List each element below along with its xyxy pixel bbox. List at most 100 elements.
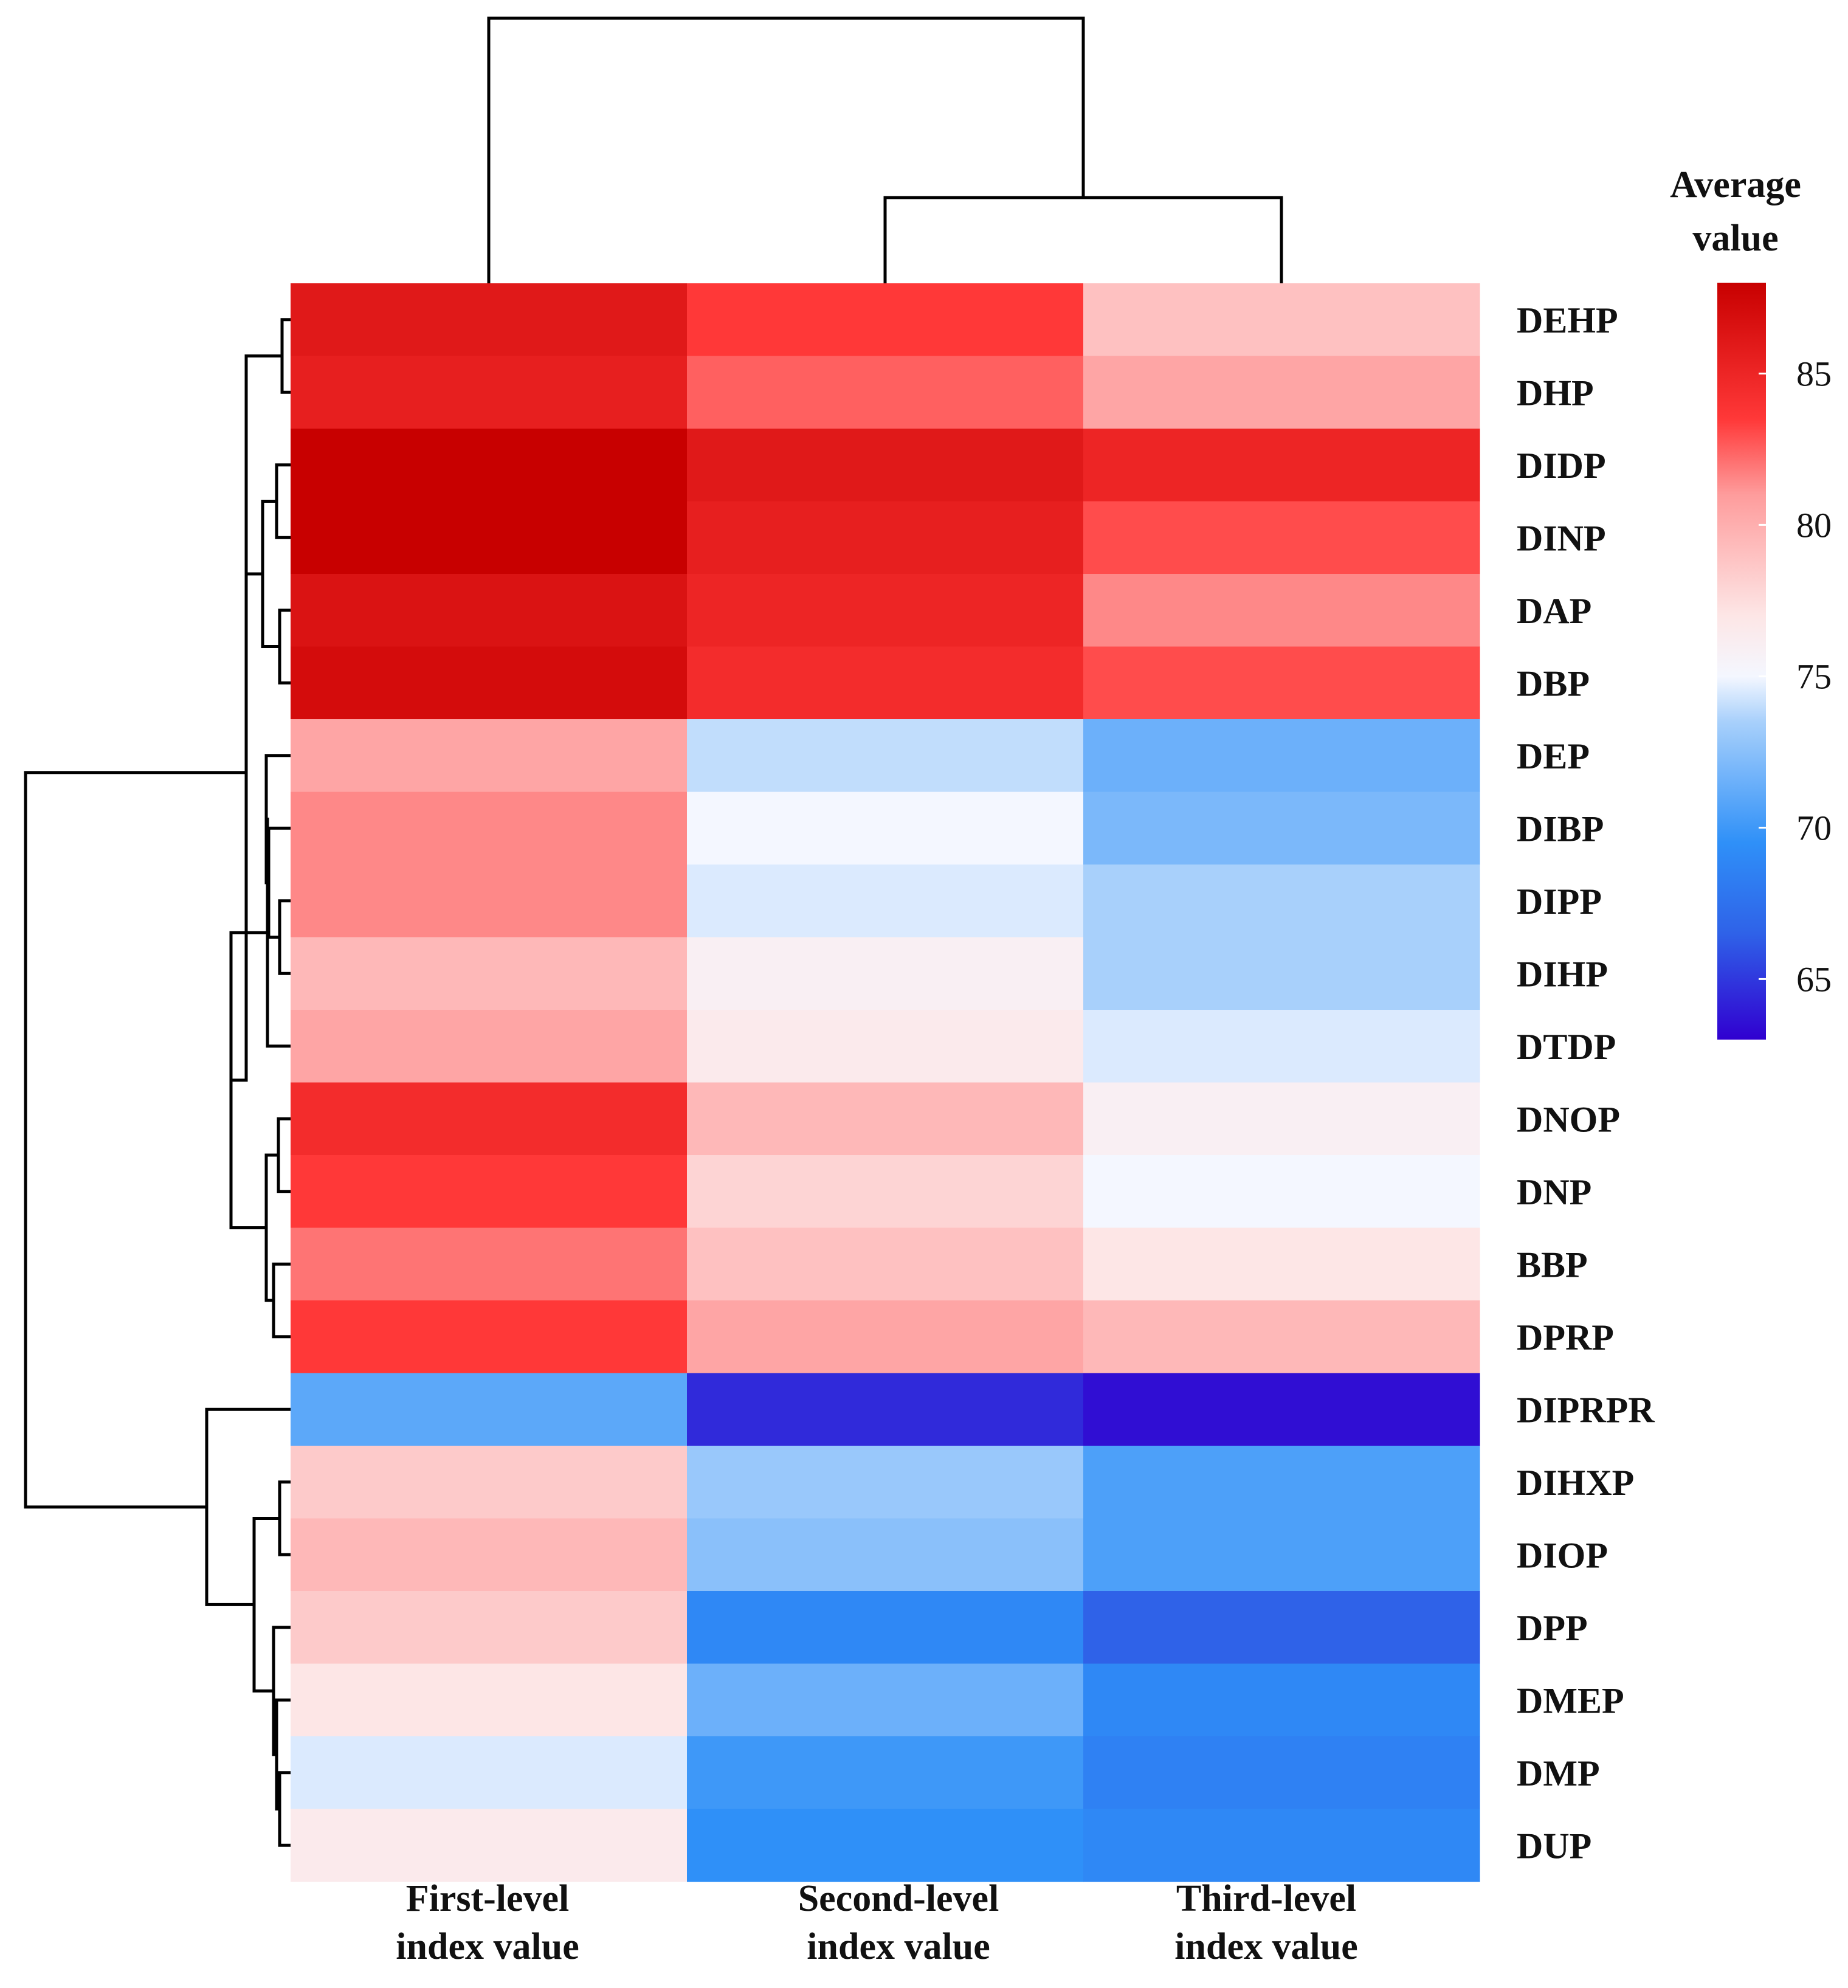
row-label: DNP (1517, 1172, 1591, 1212)
heatmap-cell (687, 1227, 1084, 1301)
row-label: DBP (1517, 663, 1590, 703)
heatmap-cell (291, 1663, 688, 1737)
column-label-line2: index value (807, 1926, 990, 1967)
heatmap-cell (291, 1736, 688, 1810)
row-dendrogram (24, 318, 291, 1847)
legend-tick-label: 65 (1796, 959, 1832, 999)
row-label: DAP (1517, 591, 1591, 631)
heatmap-cell (687, 283, 1084, 357)
heatmap-cell (687, 1373, 1084, 1446)
row-label: DUP (1517, 1826, 1591, 1866)
column-dendrogram (487, 16, 1283, 283)
heatmap-cell (291, 501, 688, 575)
heatmap-cell (291, 1300, 688, 1374)
dendrogram-link (205, 1407, 291, 1606)
dendrogram-link (278, 899, 291, 975)
dendrogram-link (278, 1480, 291, 1556)
row-label: DTDP (1517, 1027, 1616, 1067)
row-label: DEHP (1517, 300, 1618, 340)
row-label: DEP (1517, 736, 1590, 776)
heatmap-cell (1083, 574, 1480, 647)
heatmap-cell (1083, 1373, 1480, 1446)
heatmap-cell (687, 646, 1084, 720)
heatmap-cell (1083, 1082, 1480, 1156)
heatmap-cell (1083, 719, 1480, 793)
heatmap-cell (687, 501, 1084, 575)
row-label: DPP (1517, 1608, 1588, 1648)
heatmap-cell (687, 574, 1084, 647)
legend-title-line1: Average (1670, 164, 1801, 205)
heatmap-cell (687, 1809, 1084, 1882)
heatmap-cell (1083, 1736, 1480, 1810)
heatmap-cell (1083, 1809, 1480, 1882)
heatmap-cell (291, 1082, 688, 1156)
heatmap-cell (291, 792, 688, 865)
heatmap-cell (687, 937, 1084, 1010)
heatmap-cell (291, 865, 688, 938)
heatmap-cell (291, 1227, 688, 1301)
heatmap-cell (1083, 1227, 1480, 1301)
legend-tick-label: 80 (1796, 505, 1832, 545)
heatmap-cell (687, 1446, 1084, 1519)
heatmap-cell (687, 1082, 1084, 1156)
row-label: BBP (1517, 1244, 1588, 1285)
row-label: DIDP (1517, 446, 1606, 486)
heatmap-cell (1083, 865, 1480, 938)
heatmap-cell (687, 1155, 1084, 1229)
heatmap-cell (291, 1446, 688, 1519)
heatmap-cell (1083, 1010, 1480, 1083)
heatmap-cell (291, 1591, 688, 1665)
row-label: DIHP (1517, 954, 1608, 994)
heatmap-cell (1083, 283, 1480, 357)
heatmap-cell (1083, 501, 1480, 575)
legend-tick-label: 85 (1796, 354, 1832, 393)
heatmap-cell (1083, 1518, 1480, 1592)
heatmap-cell (687, 1736, 1084, 1810)
row-label: DMEP (1517, 1680, 1624, 1721)
heatmap-cell (1083, 1663, 1480, 1737)
heatmap-cell (1083, 1446, 1480, 1519)
dendrogram-link (278, 609, 291, 685)
row-labels: DEHP DHP DIDP DINP DAP DBP DEP DIBP DIPP DIHP DTDP… (1517, 300, 1655, 1866)
dendrogram-link (280, 318, 291, 394)
heatmap-cell (687, 1010, 1084, 1083)
heatmap-cell (687, 429, 1084, 502)
heatmap-cell (1083, 1155, 1480, 1229)
row-label: DHP (1517, 373, 1594, 413)
dendrogram-link (883, 196, 1283, 283)
dendrogram-link (252, 1517, 280, 1693)
heatmap-cell (687, 1300, 1084, 1374)
legend-ticks: 85 80 75 70 65 (1759, 354, 1832, 999)
legend-title-line2: value (1692, 218, 1778, 259)
heatmap-cells (291, 283, 1480, 1882)
heatmap-cell (291, 646, 688, 720)
heatmap-cell (291, 356, 688, 429)
heatmap-cell (687, 356, 1084, 429)
heatmap-cell (1083, 356, 1480, 429)
column-label-line2: index value (1174, 1926, 1357, 1967)
heatmap-cell (291, 937, 688, 1010)
row-label: DINP (1517, 518, 1606, 558)
heatmap-cell (291, 574, 688, 647)
heatmap-cell (687, 792, 1084, 865)
row-label: DMP (1517, 1753, 1600, 1793)
color-legend: Average value 85 80 75 70 65 (1670, 164, 1832, 1040)
heatmap-cell (291, 719, 688, 793)
heatmap-cell (687, 1663, 1084, 1737)
heatmap-cell (291, 283, 688, 357)
column-labels: First-level index value Second-level index … (396, 1878, 1357, 1967)
column-label-line1: Second-level (798, 1878, 999, 1919)
legend-colorbar (1717, 283, 1766, 1040)
heatmap-cell (291, 1155, 688, 1229)
heatmap-cell (291, 429, 688, 502)
heatmap-cell (1083, 937, 1480, 1010)
heatmap-cell (687, 719, 1084, 793)
dendrogram-link (487, 16, 1085, 283)
legend-tick-label: 70 (1796, 808, 1832, 847)
dendrogram-link (24, 771, 246, 1509)
heatmap-cell (687, 1591, 1084, 1665)
column-label-line2: index value (396, 1926, 579, 1967)
row-label: DIHXP (1517, 1463, 1634, 1503)
row-label: DIPRPR (1517, 1390, 1655, 1430)
dendrogram-link (231, 464, 248, 1082)
